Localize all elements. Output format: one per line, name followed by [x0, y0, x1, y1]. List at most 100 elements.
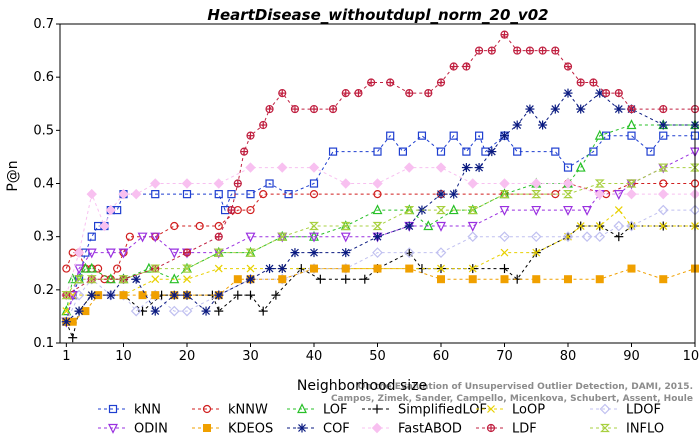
data-point: [563, 190, 573, 199]
data-point: [404, 162, 415, 173]
data-point: [150, 306, 160, 316]
data-point: [373, 264, 382, 273]
legend-marker: [372, 404, 382, 414]
data-point: [278, 89, 287, 98]
data-point: [538, 120, 548, 130]
data-point: [340, 232, 351, 243]
legend-item-lof: LOF: [287, 403, 348, 418]
data-point: [277, 162, 288, 173]
data-point: [550, 104, 560, 114]
series-cof: [61, 88, 699, 327]
data-point: [436, 221, 446, 232]
series-line: [65, 134, 695, 322]
data-point: [265, 104, 274, 114]
data-point: [404, 205, 415, 215]
data-point: [405, 264, 414, 273]
x-tick-label: 40: [306, 349, 323, 364]
data-point: [646, 147, 655, 156]
data-point: [86, 275, 97, 284]
data-point: [246, 264, 255, 273]
data-point: [435, 247, 447, 258]
legend-item-ldf: LDF: [476, 422, 537, 434]
data-point: [214, 190, 223, 199]
data-point: [131, 274, 141, 284]
data-point: [277, 232, 288, 241]
data-point: [214, 290, 224, 300]
data-point: [309, 232, 319, 243]
plot-area: [61, 30, 699, 343]
data-point: [372, 178, 383, 189]
data-point: [461, 163, 471, 173]
data-point: [436, 205, 446, 215]
data-point: [74, 264, 85, 275]
data-point: [436, 189, 446, 199]
series-line: [65, 167, 695, 296]
data-point: [169, 290, 179, 300]
data-point: [86, 188, 97, 200]
data-point: [513, 147, 522, 156]
x-tick-label: 30: [242, 349, 259, 364]
data-point: [627, 264, 636, 273]
data-point: [435, 162, 447, 173]
data-point: [576, 222, 585, 230]
data-point: [213, 178, 224, 189]
watermark: On the Evaluation of Unsupervised Outlie…: [331, 382, 693, 404]
data-point: [105, 248, 116, 259]
data-point: [659, 222, 668, 230]
data-point: [437, 275, 445, 284]
data-point: [246, 131, 255, 140]
data-point: [181, 305, 193, 317]
legend: kNN kNNW LOF SimplifiedLOF LoOP LDOF ODIN KDEOS…: [98, 403, 664, 434]
legend-label: LDF: [512, 422, 537, 434]
data-point: [246, 274, 255, 284]
data-point: [614, 232, 624, 242]
y-axis-label: P@n: [5, 160, 21, 191]
data-point: [143, 262, 154, 273]
data-point: [62, 264, 71, 273]
data-point: [499, 190, 510, 199]
data-point: [183, 275, 191, 284]
legend-label: KDEOS: [228, 422, 273, 434]
data-point: [150, 178, 161, 189]
data-point: [538, 46, 547, 55]
data-point: [532, 248, 541, 257]
y-tick-label: 0.1: [33, 336, 54, 351]
legend-item-odin: ODIN: [98, 422, 168, 434]
data-point: [658, 163, 669, 172]
watermark-line-2: Campos, Zimek, Sander, Campello, Micenko…: [331, 394, 693, 404]
data-point: [138, 306, 148, 316]
legend-marker: [486, 423, 496, 433]
data-point: [182, 190, 192, 199]
data-point: [614, 89, 623, 98]
data-point: [500, 30, 509, 39]
data-point: [309, 179, 319, 188]
data-point: [74, 306, 84, 316]
data-point: [658, 120, 668, 130]
data-point: [182, 290, 192, 300]
x-tick-label: 80: [560, 349, 577, 364]
data-point: [151, 275, 160, 284]
data-point: [564, 275, 572, 284]
data-point: [530, 231, 542, 243]
data-point: [328, 104, 338, 114]
data-point: [386, 78, 395, 87]
data-point: [372, 247, 383, 258]
data-point: [74, 275, 84, 284]
data-point: [86, 262, 97, 273]
data-point: [551, 147, 560, 156]
data-point: [467, 205, 478, 215]
data-point: [595, 275, 604, 284]
data-point: [582, 205, 593, 216]
data-point: [594, 231, 606, 243]
legend-marker: [202, 404, 212, 414]
data-point: [113, 264, 122, 273]
legend-label: FastABOD: [398, 422, 462, 434]
legend-label: kNNW: [228, 403, 268, 418]
data-point: [214, 232, 223, 241]
data-point: [659, 104, 668, 114]
data-point: [424, 89, 433, 98]
axes: 1 10 20 30 40 50 60 70 80 90 100 0.1 0.2 0.3 0.4 0.5 0.6…: [33, 17, 699, 364]
data-point: [594, 188, 605, 200]
legend-item-knnw: kNNW: [192, 403, 268, 418]
series-kdeos: [62, 264, 699, 326]
